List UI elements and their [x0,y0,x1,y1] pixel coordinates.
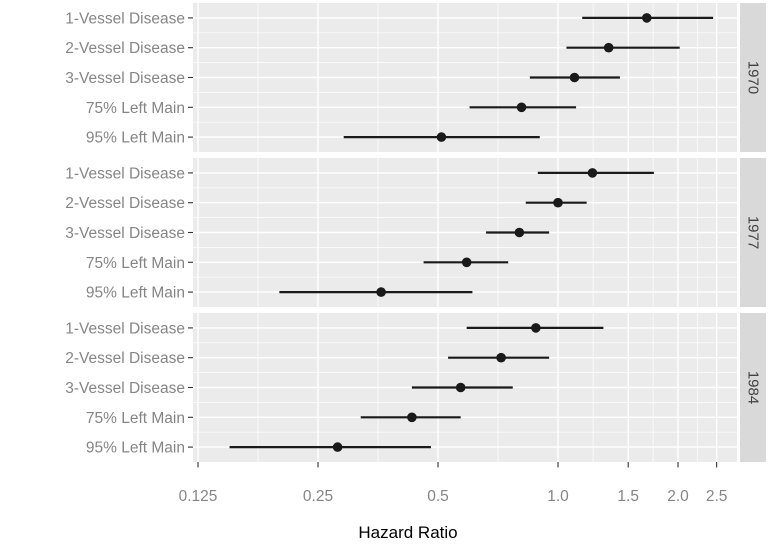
pointrange-1970-3-vessel-disease [529,72,620,83]
hr-point [531,323,541,333]
y-tick-label-3-vessel-disease: 3-Vessel Disease [65,70,185,87]
x-tick-label-1-0: 1.0 [547,488,569,505]
x-tick-label-1-5: 1.5 [617,488,639,505]
x-tick-label-0-5: 0.5 [427,488,449,505]
facet-strip-1977 [740,158,766,307]
pointrange-1984-2-vessel-disease [448,352,550,363]
hr-point [569,72,580,83]
hr-point [332,442,343,452]
pointrange-1977-3-vessel-disease [486,227,550,238]
pointrange-1977-95-left-main [279,287,473,297]
y-tick-label-1-vessel-disease: 1-Vessel Disease [65,10,185,27]
hr-point [641,13,652,23]
x-tick-label-0-125: 0.125 [179,488,218,505]
facet-strip-1970 [740,3,766,152]
y-tick-label-2-vessel-disease: 2-Vessel Disease [65,195,185,212]
hr-point [436,132,447,142]
pointrange-1984-1-vessel-disease [466,323,604,333]
x-tick-label-2-0: 2.0 [667,488,689,505]
facet-strip-1984 [740,313,766,462]
y-tick-label-1-vessel-disease: 1-Vessel Disease [65,165,185,182]
x-axis-title: Hazard Ratio [358,523,458,542]
pointrange-1970-1-vessel-disease [582,13,714,23]
hr-point [376,287,386,297]
pointrange-1984-75-left-main [360,412,461,423]
y-tick-label-75-left-main: 75% Left Main [86,100,185,117]
x-tick-label-2-5: 2.5 [706,488,728,505]
x-tick-label-0-25: 0.25 [303,488,333,505]
y-tick-label-75-left-main: 75% Left Main [86,410,185,427]
y-tick-label-2-vessel-disease: 2-Vessel Disease [65,40,185,57]
pointrange-1977-75-left-main [423,257,509,268]
pointrange-1977-2-vessel-disease [525,197,587,208]
y-tick-label-3-vessel-disease: 3-Vessel Disease [65,225,185,242]
facet-strip-label: 1977 [745,216,762,249]
hr-point [407,412,417,423]
pointrange-1984-3-vessel-disease [411,382,513,393]
pointrange-1984-95-left-main [229,442,431,452]
pointrange-1970-95-left-main [343,132,540,142]
y-tick-label-3-vessel-disease: 3-Vessel Disease [65,380,185,397]
y-tick-label-2-vessel-disease: 2-Vessel Disease [65,350,185,367]
hr-point [461,257,472,268]
hr-point [455,382,466,393]
hr-point [603,42,614,53]
facet-strip-label: 1984 [745,371,762,404]
y-tick-label-1-vessel-disease: 1-Vessel Disease [65,320,185,337]
y-tick-label-95-left-main: 95% Left Main [86,440,185,457]
pointrange-1970-75-left-main [469,102,577,113]
hr-point [496,352,506,363]
hr-point [587,168,598,178]
y-tick-label-95-left-main: 95% Left Main [86,285,185,302]
hr-point [516,102,527,113]
hr-point [514,227,525,238]
hr-point [553,197,563,208]
pointrange-1977-1-vessel-disease [537,168,654,178]
y-tick-label-75-left-main: 75% Left Main [86,255,185,272]
facet-strip-label: 1970 [745,61,762,94]
y-tick-label-95-left-main: 95% Left Main [86,130,185,147]
pointrange-1970-2-vessel-disease [566,42,680,53]
